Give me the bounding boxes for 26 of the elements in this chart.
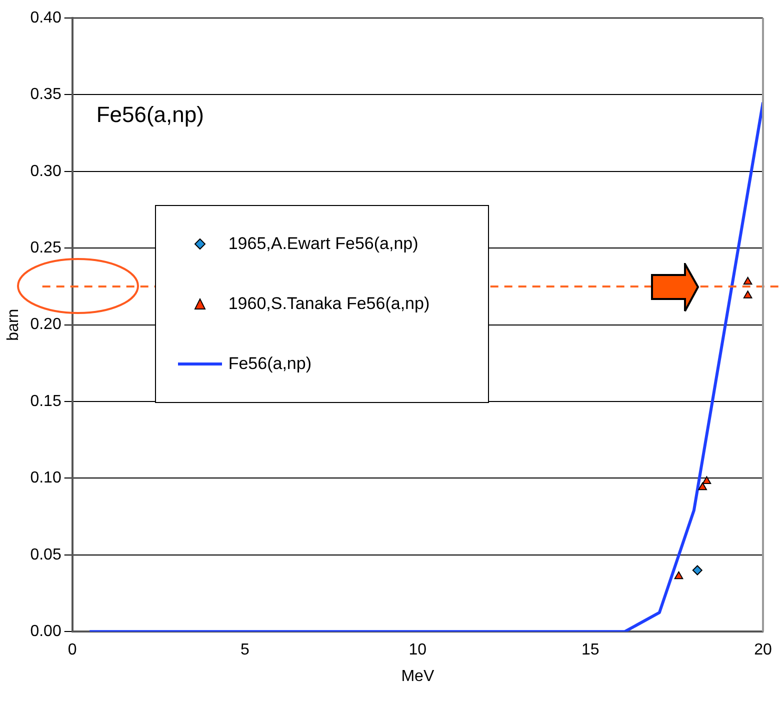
x-tick-label: 0 <box>68 642 77 659</box>
y-axis-title: barn <box>5 308 22 341</box>
point <box>698 482 707 490</box>
y-tick-label: 0.15 <box>30 392 62 410</box>
x-tick-label: 20 <box>754 642 772 659</box>
y-tick-label: 0.25 <box>30 240 62 257</box>
y-tick-label: 0.20 <box>30 316 62 334</box>
point <box>692 565 702 576</box>
point <box>702 476 712 484</box>
x-axis-title: MeV <box>401 668 434 685</box>
y-tick-label: 0.00 <box>30 623 62 640</box>
point <box>743 290 752 298</box>
y-tick-label: 0.40 <box>30 9 62 26</box>
x-tick-label: 10 <box>408 642 427 659</box>
x-tick-label: 5 <box>240 642 250 659</box>
text: Fe56(a,np) <box>88 98 212 132</box>
legend-label: 1965,A.Ewart Fe56(a,np) <box>228 234 418 254</box>
point <box>743 276 752 285</box>
y-tick-label: 0.05 <box>30 546 62 564</box>
point <box>674 571 684 580</box>
x-tick-label: 15 <box>581 642 600 659</box>
legend-label: Fe56(a,np) <box>228 354 312 374</box>
y-tick-label: 0.35 <box>30 86 62 104</box>
legend-label: 1960,S.Tanaka Fe56(a,np) <box>228 294 430 314</box>
y-tick-label: 0.30 <box>30 162 62 180</box>
y-tick-label: 0.10 <box>30 470 62 487</box>
